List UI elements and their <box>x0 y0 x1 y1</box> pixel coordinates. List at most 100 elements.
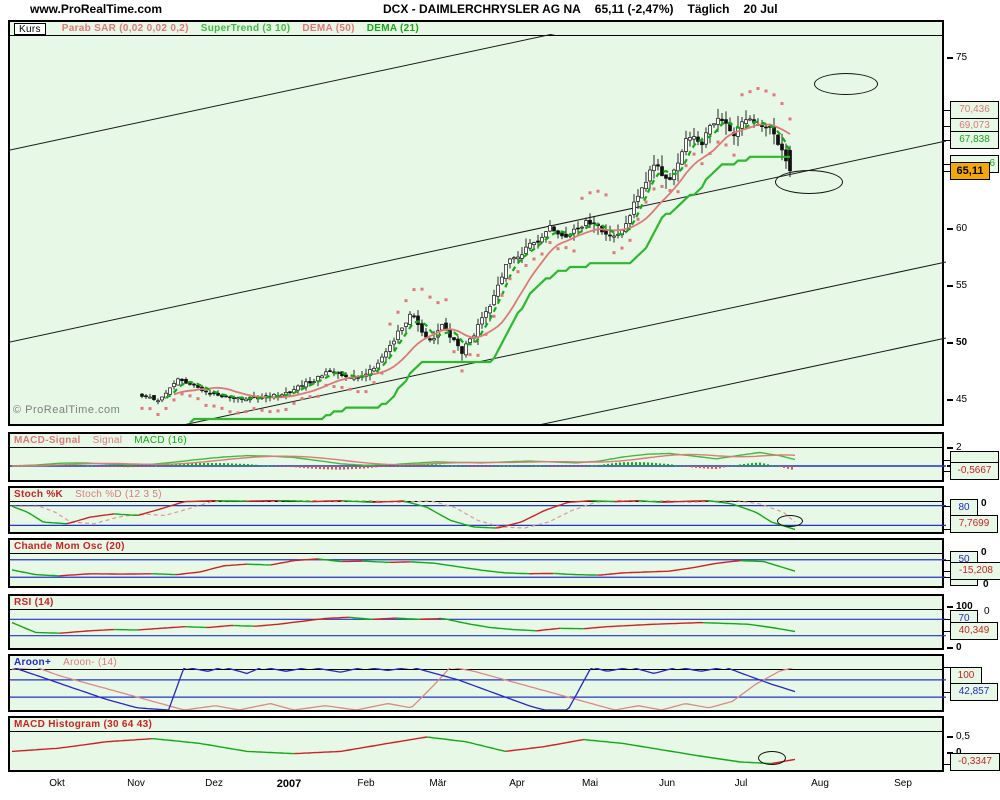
chart-title: DCX - DAIMLERCHRYSLER AG NA 65,11 (-2,47… <box>383 2 778 16</box>
legend-item[interactable]: DEMA (50) <box>302 23 355 34</box>
value-label-box: 70,436 <box>950 101 999 119</box>
stochastic-panel[interactable]: Stoch %K Stoch %D (12 3 5) <box>8 486 944 534</box>
indicator-title: Aroon- (14) <box>63 657 117 668</box>
y-tick-dash <box>947 447 953 449</box>
kurs-tab[interactable]: Kurs <box>14 23 46 35</box>
value-label-box: -0,5667 <box>950 462 999 480</box>
y-tick-dash <box>947 647 953 649</box>
y-tick-dash <box>947 285 953 287</box>
indicator-title: MACD Histogram (30 64 43) <box>14 719 153 730</box>
watermark: © ProRealTime.com <box>13 404 121 416</box>
legend-item[interactable]: SuperTrend (3 10) <box>200 23 291 34</box>
legend-item[interactable]: DEMA (21) <box>366 23 420 34</box>
aroon-panel[interactable]: Aroon+ Aroon- (14) <box>8 654 944 712</box>
y-tick-label: 0 <box>981 547 987 558</box>
y-tick-dash <box>947 736 953 738</box>
month-label: Jun <box>658 778 676 789</box>
symbol-name: DCX - DAIMLERCHRYSLER AG NA <box>383 2 581 16</box>
value-label-box: -15,208 <box>950 562 1000 580</box>
value-box-connector <box>944 560 951 561</box>
y-tick-dash <box>947 399 953 401</box>
chande-panel[interactable]: Chande Mom Osc (20) <box>8 538 944 588</box>
y-tick-label: 0,5 <box>956 731 970 742</box>
chande-header[interactable]: Chande Mom Osc (20) <box>10 540 942 554</box>
y-tick-label: 0 <box>956 642 962 653</box>
indicator-title: MACD-Signal <box>14 435 81 446</box>
value-label-box: 40,349 <box>950 622 998 640</box>
value-box-connector <box>944 471 951 472</box>
macd-histogram-panel[interactable]: MACD Histogram (30 64 43) <box>8 716 944 772</box>
month-label: Nov <box>127 778 145 789</box>
y-tick-label: 0 <box>984 606 990 617</box>
annotation-ellipse <box>814 73 878 95</box>
site-logo[interactable]: www.ProRealTime.com <box>30 2 163 16</box>
value-box-connector <box>944 171 951 172</box>
value-label-box: 67,838 <box>950 131 999 149</box>
month-label: Mär <box>429 778 447 789</box>
annotation-ellipse <box>775 170 843 194</box>
indicator-title: RSI (14) <box>14 597 54 608</box>
y-tick-dash <box>947 57 953 59</box>
indicator-title: Signal <box>92 435 123 446</box>
y-tick-label: 60 <box>956 223 968 234</box>
month-label: Aug <box>811 778 829 789</box>
value-box-connector <box>944 110 951 111</box>
value-label-box: 7,7699 <box>950 515 998 533</box>
value-label-box: 65,11 <box>950 162 990 180</box>
macd-histogram-header[interactable]: MACD Histogram (30 64 43) <box>10 718 942 732</box>
month-label: Sep <box>894 778 912 789</box>
y-tick-dash <box>947 342 953 344</box>
value-label-box: 42,857 <box>950 683 998 701</box>
y-tick-dash <box>947 606 953 608</box>
value-box-connector <box>944 164 951 165</box>
y-tick-label: 55 <box>956 280 968 291</box>
rsi-panel[interactable]: RSI (14) <box>8 594 944 650</box>
y-tick-label: 75 <box>956 52 968 63</box>
month-label: 2007 <box>276 778 302 790</box>
value-label-box: -0,3347 <box>950 753 1000 771</box>
value-box-connector <box>944 631 951 632</box>
indicator-title: Stoch %D (12 3 5) <box>75 489 162 500</box>
value-box-connector <box>944 506 951 507</box>
y-tick-label: 100 <box>956 601 973 612</box>
price-panel[interactable]: Kurs Parab SAR (0,02 0,02 0,2) SuperTrend… <box>8 20 944 426</box>
stochastic-header[interactable]: Stoch %K Stoch %D (12 3 5) <box>10 488 942 502</box>
rsi-header[interactable]: RSI (14) <box>10 596 942 610</box>
y-tick-label: 0 <box>956 747 962 759</box>
value-box-connector <box>944 460 951 461</box>
annotation-ellipse <box>777 515 803 527</box>
macd-header[interactable]: MACD-Signal Signal MACD (16) <box>10 434 942 448</box>
indicator-title: Stoch %K <box>14 489 64 500</box>
month-label: Mai <box>581 778 599 789</box>
timeframe-label: Täglich <box>687 2 730 16</box>
value-box-connector <box>944 692 951 693</box>
value-box-connector <box>944 571 951 572</box>
indicator-title: MACD (16) <box>134 435 187 446</box>
indicator-title: Chande Mom Osc (20) <box>14 541 125 552</box>
price-legend: Kurs Parab SAR (0,02 0,02 0,2) SuperTrend… <box>10 22 942 36</box>
legend-item[interactable]: Parab SAR (0,02 0,02 0,2) <box>61 23 189 34</box>
value-box-connector <box>944 667 951 668</box>
value-box-connector <box>944 619 951 620</box>
macd-panel[interactable]: MACD-Signal Signal MACD (16) <box>8 432 944 482</box>
value-box-connector <box>944 577 951 578</box>
y-tick-label: 45 <box>956 394 968 405</box>
month-label: Okt <box>49 778 65 789</box>
date-label: 20 Jul <box>743 2 778 16</box>
month-label: Jul <box>734 778 748 789</box>
month-label: Apr <box>509 778 525 789</box>
month-label: Dez <box>205 778 223 789</box>
y-tick-label: 0 <box>983 579 989 590</box>
month-label: Feb <box>357 778 375 789</box>
value-box-connector <box>944 140 951 141</box>
indicator-title: Aroon+ <box>14 657 52 668</box>
y-tick-dash <box>947 228 953 230</box>
value-box-connector <box>944 529 951 530</box>
value-box-connector <box>944 764 951 765</box>
y-tick-label: 0 <box>981 498 987 509</box>
annotation-ellipse <box>758 751 786 765</box>
y-tick-label: 50 <box>956 337 968 348</box>
value-box-connector <box>944 126 951 127</box>
aroon-header[interactable]: Aroon+ Aroon- (14) <box>10 656 942 670</box>
